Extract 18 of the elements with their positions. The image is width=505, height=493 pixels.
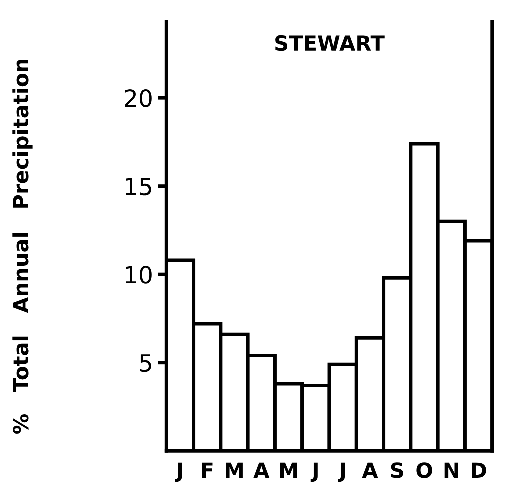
y-tick-label: 20 [125,90,152,108]
x-tick-label: D [472,462,486,478]
y-tick-label: 5 [140,354,152,372]
y-axis-title: % Total Annual Precipitation [12,60,33,434]
x-tick-label: A [254,462,270,478]
x-tick-label: S [391,462,404,478]
x-tick-label: N [444,462,458,478]
x-tick-label: F [202,462,213,478]
x-tick-label: J [310,462,318,482]
x-tick-label: M [280,462,298,478]
x-tick-label: A [362,462,378,478]
y-tick-label: 15 [126,178,152,196]
x-tick-label: O [416,462,432,478]
x-tick-label: J [175,462,182,482]
text: STEWART [276,35,385,52]
x-tick-label: M [226,462,243,478]
y-tick-label: 10 [126,266,152,284]
x-tick-label: J [338,462,346,482]
